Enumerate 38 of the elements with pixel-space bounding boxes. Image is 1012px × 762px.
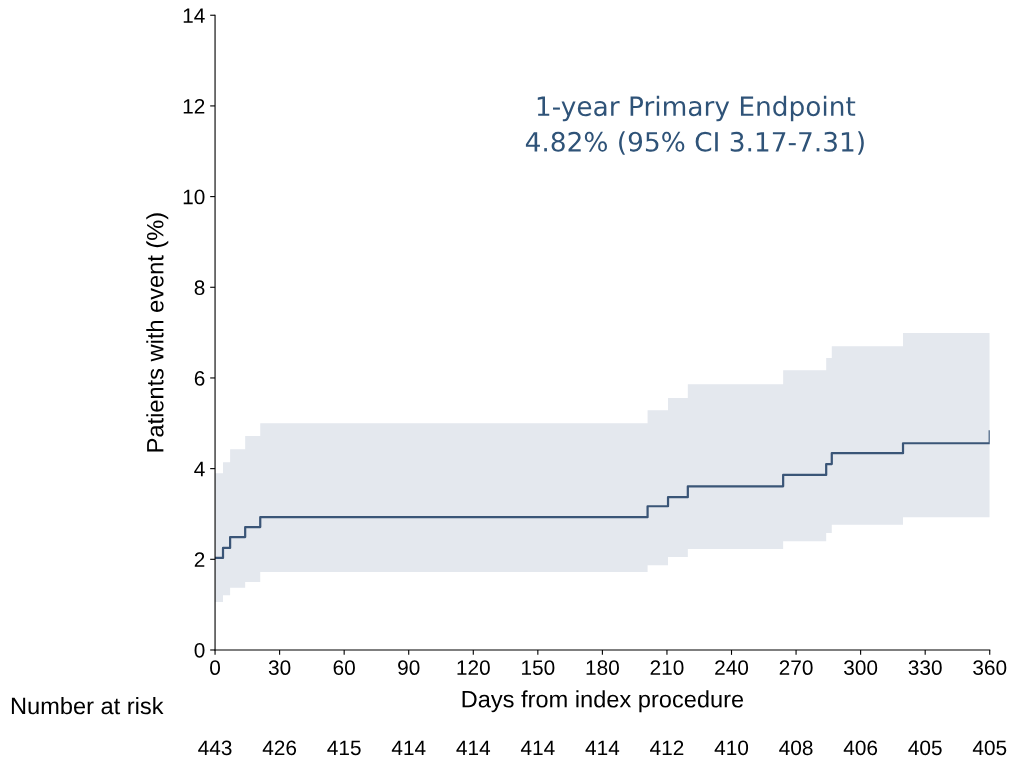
- annotation: 1-year Primary Endpoint 4.82% (95% CI 3.17-7.31): [525, 95, 864, 155]
- text: 405: [908, 740, 942, 756]
- text: 412: [650, 740, 684, 756]
- text: 414: [391, 740, 426, 756]
- x-tick-label: 60: [333, 660, 355, 676]
- x-tick-label: 270: [779, 660, 813, 676]
- text: 414: [456, 740, 491, 756]
- x-axis-title: Days from index procedure: [462, 690, 744, 713]
- text: 443: [198, 740, 232, 756]
- text: 405: [972, 740, 1007, 756]
- y-tick-label: 12: [183, 98, 205, 114]
- text: 414: [585, 740, 620, 756]
- x-tick-label: 150: [522, 660, 555, 676]
- y-tick-label: 2: [194, 552, 205, 567]
- x-tick-label: 120: [457, 660, 490, 676]
- text: 410: [714, 740, 749, 756]
- x-tick-label: 180: [586, 660, 619, 676]
- y-tick-label: 10: [183, 189, 205, 205]
- y-tick-label: 8: [194, 280, 205, 296]
- x-tick-label: 360: [973, 660, 1007, 676]
- x-tick-label: 330: [908, 660, 942, 676]
- y-tick-label: 4: [194, 461, 205, 477]
- y-tick-label: 14: [183, 8, 205, 23]
- x-tick-label: 30: [268, 660, 291, 676]
- text: Number at risk: [11, 696, 164, 715]
- y-tick-label: 0: [194, 642, 205, 658]
- y-tick-label: 6: [194, 370, 205, 386]
- text: 414: [520, 740, 555, 756]
- text: 406: [843, 740, 878, 756]
- x-tick-label: 240: [715, 660, 749, 676]
- x-tick-label: 0: [210, 660, 221, 676]
- text: 426: [262, 740, 297, 756]
- y-axis-title: Patients with event (%): [146, 213, 169, 452]
- text: 408: [779, 740, 813, 756]
- x-tick-label: 210: [650, 660, 684, 676]
- text: 415: [327, 740, 361, 756]
- x-tick-label: 90: [398, 660, 420, 676]
- x-tick-label: 300: [844, 660, 878, 676]
